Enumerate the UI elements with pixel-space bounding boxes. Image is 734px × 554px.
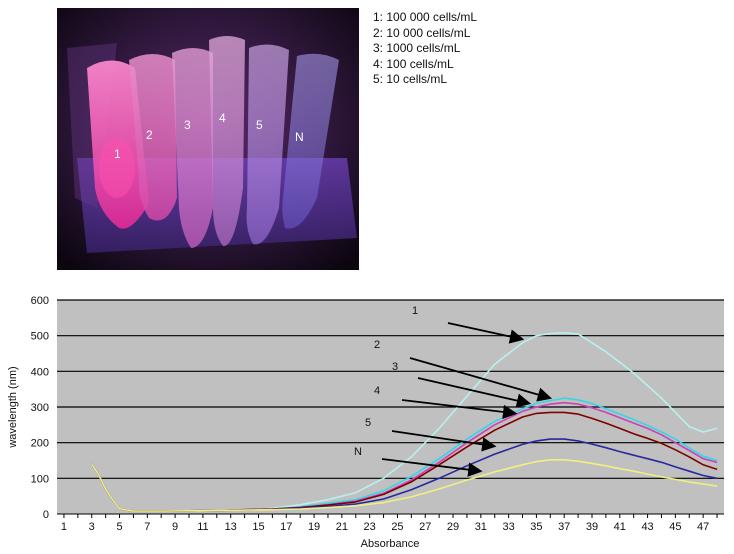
y-tick-label: 600: [31, 295, 49, 307]
annotation-label-5: 5: [365, 417, 371, 429]
x-tick-label: 3: [89, 521, 95, 533]
legend-item-2: 2: 10 000 cells/mL: [373, 25, 471, 40]
legend-item-1: 1: 100 000 cells/mL: [373, 10, 478, 24]
annotation-arrows: 1 234 5 N: [354, 305, 553, 477]
annotation-label-2: 2: [374, 339, 380, 351]
x-tick-label: 27: [419, 521, 431, 533]
x-axis-title: Absorbance: [361, 538, 420, 550]
x-tick-label: 33: [502, 521, 514, 533]
y-tick-label: 500: [31, 331, 49, 343]
annotation-label-3: 3: [392, 361, 398, 373]
y-tick-label: 400: [31, 366, 49, 378]
legend-item-3: 3: 1000 cells/mL: [373, 41, 461, 55]
x-tick-label: 43: [641, 521, 653, 533]
tube-label-4: 4: [219, 111, 226, 125]
series-lines: [91, 331, 718, 512]
x-tick-label: 31: [475, 521, 487, 533]
x-tick-labels: 1 3 5 7 9 11 13 15 17 19 21 23 25 27 29 31 33 35 37 39 41 43 4…: [61, 514, 718, 533]
tube-label-3: 3: [184, 118, 191, 132]
legend-item-5: 5: 10 cells/mL: [373, 72, 448, 86]
x-tick-label: 5: [116, 521, 122, 533]
y-tick-label: 100: [31, 473, 49, 485]
x-tick-label: 11: [197, 521, 208, 533]
y-tick-label: 200: [31, 438, 49, 450]
x-tick-label: 1: [61, 521, 67, 533]
y-tick-label: 300: [31, 402, 49, 414]
legend-item-4: 4: 100 cells/mL: [373, 56, 454, 71]
annotation-arrow-1: [447, 322, 525, 344]
tube-label-2: 2: [146, 128, 153, 142]
annotation-arrow-2: [409, 357, 553, 402]
tube-label-1: 1: [114, 147, 121, 161]
annotation-label-N: N: [354, 446, 362, 458]
concentration-legend: 1: 100 000 cells/mL 2: 10 000 cells/mL 3…: [373, 10, 477, 88]
tube-photo: 1 2 3 4 5 N: [57, 8, 359, 270]
annotation-label-4: 4: [374, 385, 380, 397]
series-line-6: [91, 459, 718, 512]
x-tick-label: 23: [364, 521, 376, 533]
annotation-arrow-N: [381, 458, 483, 477]
x-tick-label: 41: [614, 521, 626, 533]
annotation-arrow-5: [391, 430, 497, 452]
y-tick-labels: 0 100 200 300 400 500 600: [31, 295, 49, 521]
x-tick-label: 25: [391, 521, 403, 533]
x-tick-label: 37: [558, 521, 570, 533]
x-tick-label: 17: [280, 521, 292, 533]
gridlines: [57, 299, 724, 515]
tube-label-5: 5: [256, 118, 263, 132]
tube-label-n: N: [295, 130, 304, 144]
x-tick-label: 13: [225, 521, 237, 533]
annotation-arrow-3: [417, 377, 532, 408]
x-tick-label: 7: [144, 521, 150, 533]
y-tick-label: 0: [43, 509, 49, 521]
x-tick-label: 39: [586, 521, 598, 533]
x-tick-label: 15: [252, 521, 264, 533]
x-tick-label: 47: [697, 521, 709, 533]
x-tick-label: 19: [308, 521, 320, 533]
annotation-arrow-4: [401, 399, 518, 420]
x-tick-label: 9: [172, 521, 178, 533]
y-axis-title: wavelength (nm): [7, 366, 19, 448]
annotation-label-1: 1: [412, 305, 418, 317]
x-tick-label: 45: [669, 521, 681, 533]
x-tick-label: 35: [530, 521, 542, 533]
x-tick-label: 29: [447, 521, 459, 533]
x-tick-label: 21: [336, 521, 348, 533]
